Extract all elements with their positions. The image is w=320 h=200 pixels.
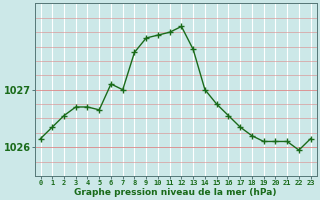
X-axis label: Graphe pression niveau de la mer (hPa): Graphe pression niveau de la mer (hPa) xyxy=(74,188,277,197)
